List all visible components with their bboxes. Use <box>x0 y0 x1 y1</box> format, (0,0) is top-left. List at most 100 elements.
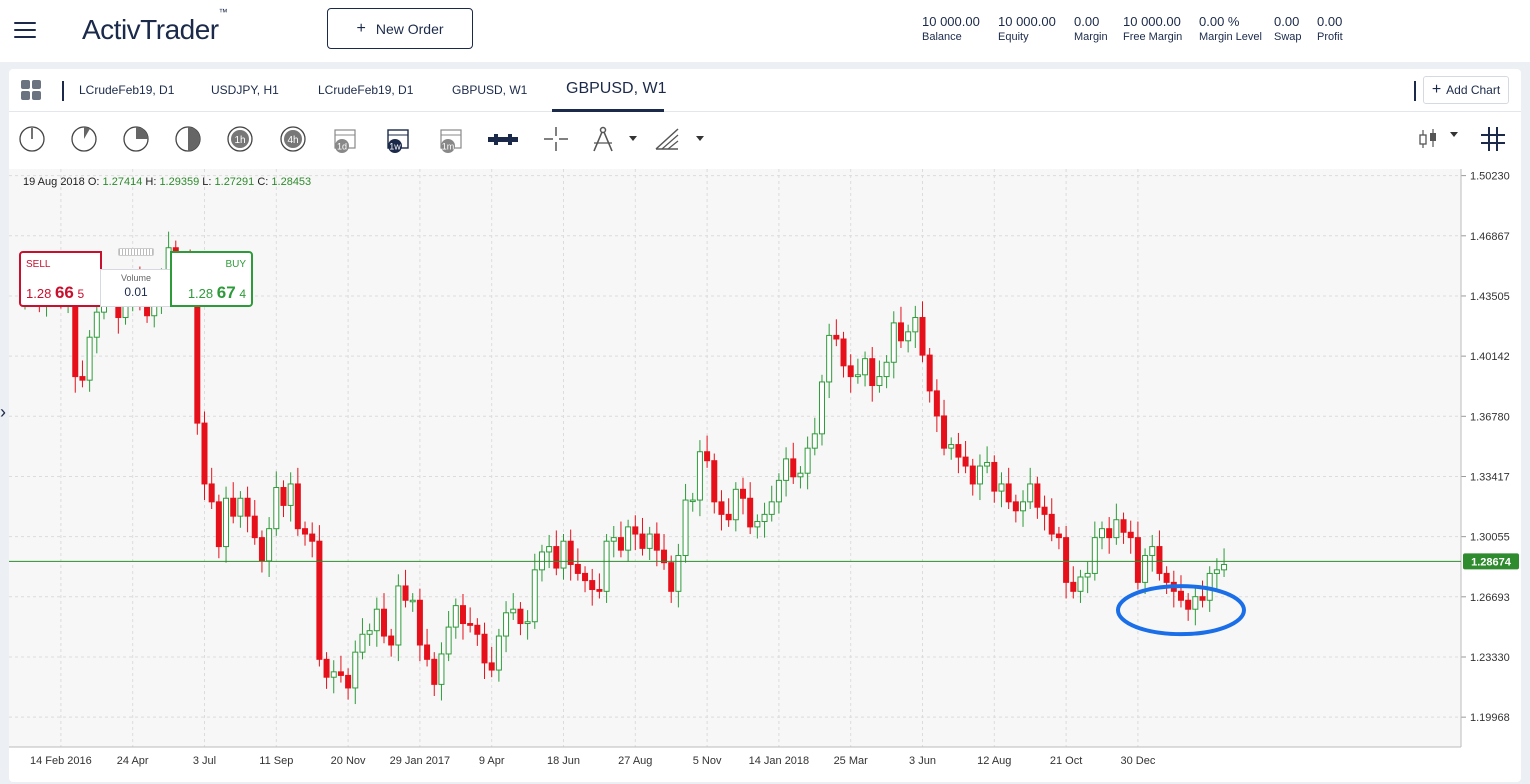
ruler-measure-icon[interactable] <box>486 125 520 153</box>
candle-body <box>215 501 222 548</box>
candle-body <box>294 483 301 530</box>
candle-body <box>826 334 833 383</box>
tab-lcrude-1[interactable]: LCrudeFeb19, D1 <box>79 83 175 97</box>
candle-body <box>718 501 725 515</box>
candle-body <box>984 461 991 467</box>
buy-button[interactable]: BUY 1.28 67 4 <box>170 251 253 307</box>
candle-body <box>431 658 438 685</box>
timeframe-1m-icon[interactable]: 1m <box>437 125 465 153</box>
candle-body <box>1177 590 1184 601</box>
clock-1-icon[interactable] <box>18 125 46 153</box>
candle-body <box>1055 533 1062 539</box>
timeframe-4h-icon[interactable]: 4h <box>279 125 307 153</box>
stat-free-margin: 10 000.00 Free Margin <box>1123 14 1183 43</box>
candle-body <box>395 585 402 646</box>
candle-body <box>223 497 230 548</box>
candle-body <box>337 671 344 676</box>
price-chart[interactable]: 1.50230 1.46867 1.43505 1.40142 1.36780 1.334… <box>0 169 1521 779</box>
tab-divider-right <box>1414 81 1416 101</box>
candle-body <box>495 635 502 671</box>
candle-body <box>309 533 316 542</box>
y-tick-label: 1.40142 <box>1470 351 1510 363</box>
candle-body <box>546 546 553 553</box>
candle-body <box>194 286 201 424</box>
candle-body <box>919 317 926 356</box>
grid-toggle-icon[interactable] <box>1479 125 1507 153</box>
tab-lcrude-2[interactable]: LCrudeFeb19, D1 <box>318 83 414 97</box>
candle-body <box>589 580 596 591</box>
x-tick-label: 20 Nov <box>331 755 366 767</box>
tab-gbpusd-1[interactable]: GBPUSD, W1 <box>452 83 528 97</box>
candle-body <box>725 513 732 521</box>
chart-tabs: LCrudeFeb19, D1 USDJPY, H1 LCrudeFeb19, … <box>9 69 1521 112</box>
tf-4h-text: 4h <box>287 135 298 146</box>
chevron-right-icon[interactable]: › <box>0 402 6 422</box>
candle-body <box>510 608 517 614</box>
clock-3-icon[interactable] <box>122 125 150 153</box>
stat-swap: 0.00 Swap <box>1274 14 1302 43</box>
candle-body <box>790 458 797 478</box>
new-order-button[interactable]: + New Order <box>327 8 473 49</box>
candle-body <box>976 465 983 485</box>
clock-4-icon[interactable] <box>174 125 202 153</box>
candle-body <box>1120 519 1127 533</box>
candle-body <box>287 483 294 506</box>
candle-body <box>488 662 495 671</box>
timeframe-1h-icon[interactable]: 1h <box>226 125 254 153</box>
candle-body <box>890 322 897 363</box>
candle-body <box>1192 596 1199 610</box>
candle-body <box>675 555 682 592</box>
y-tick-label: 1.26693 <box>1470 592 1510 604</box>
candle-body <box>948 444 955 449</box>
tab-usdjpy[interactable]: USDJPY, H1 <box>211 83 279 97</box>
candle-body <box>926 354 933 392</box>
candle-body <box>359 633 366 653</box>
candle-body <box>1106 528 1113 539</box>
y-tick-label: 1.43505 <box>1470 291 1510 303</box>
tf-1w-text: 1w <box>389 142 401 152</box>
current-price-badge <box>1463 553 1519 570</box>
candle-body <box>93 311 100 338</box>
active-tab-indicator <box>552 109 664 112</box>
stat-equity: 10 000.00 Equity <box>998 14 1056 43</box>
sell-button[interactable]: SELL 1.28 66 5 <box>19 251 102 307</box>
drag-handle[interactable] <box>118 248 154 256</box>
fibonacci-icon[interactable] <box>653 125 681 153</box>
candle-body <box>668 562 675 592</box>
app-logo[interactable]: ActivTrader™ <box>82 6 228 45</box>
candle-body <box>388 635 395 646</box>
candle-body <box>1048 513 1055 535</box>
plus-icon: + <box>356 19 366 37</box>
candle-body <box>998 483 1005 492</box>
candle-body <box>1185 599 1192 610</box>
candle-body <box>323 658 330 678</box>
clock-2-icon[interactable] <box>70 125 98 153</box>
one-click-trading: SELL 1.28 66 5 Volume BUY 1.28 67 4 <box>19 248 253 307</box>
hamburger-menu-icon[interactable] <box>14 22 36 40</box>
add-chart-button[interactable]: + Add Chart <box>1423 76 1509 104</box>
volume-input[interactable] <box>106 285 166 299</box>
candle-body <box>230 497 237 517</box>
layout-grid-icon[interactable] <box>21 80 41 100</box>
candle-body <box>409 599 416 603</box>
chart-type-icon[interactable] <box>1414 125 1442 153</box>
candle-body <box>646 533 653 549</box>
x-tick-label: 29 Jan 2017 <box>390 755 451 767</box>
draw-tools-dropdown-icon[interactable] <box>629 136 637 141</box>
candle-body <box>1077 576 1084 592</box>
candle-body <box>503 612 510 637</box>
compass-draw-icon[interactable] <box>589 125 617 153</box>
stat-margin: 0.00 Margin <box>1074 14 1108 43</box>
chart-toolbar: 1h 4h 1d 1w 1m <box>9 112 1521 164</box>
candle-body <box>1091 537 1098 574</box>
candle-body <box>244 497 251 517</box>
tab-gbpusd-active[interactable]: GBPUSD, W1 <box>566 80 667 97</box>
candle-body <box>883 361 890 378</box>
tf-1m-text: 1m <box>442 142 455 152</box>
fibonacci-dropdown-icon[interactable] <box>696 136 704 141</box>
timeframe-1d-icon[interactable]: 1d <box>331 125 359 153</box>
chart-type-dropdown-icon[interactable] <box>1450 132 1458 137</box>
candle-body <box>811 433 818 449</box>
crosshair-icon[interactable] <box>542 125 570 153</box>
timeframe-1w-icon[interactable]: 1w <box>384 125 412 153</box>
